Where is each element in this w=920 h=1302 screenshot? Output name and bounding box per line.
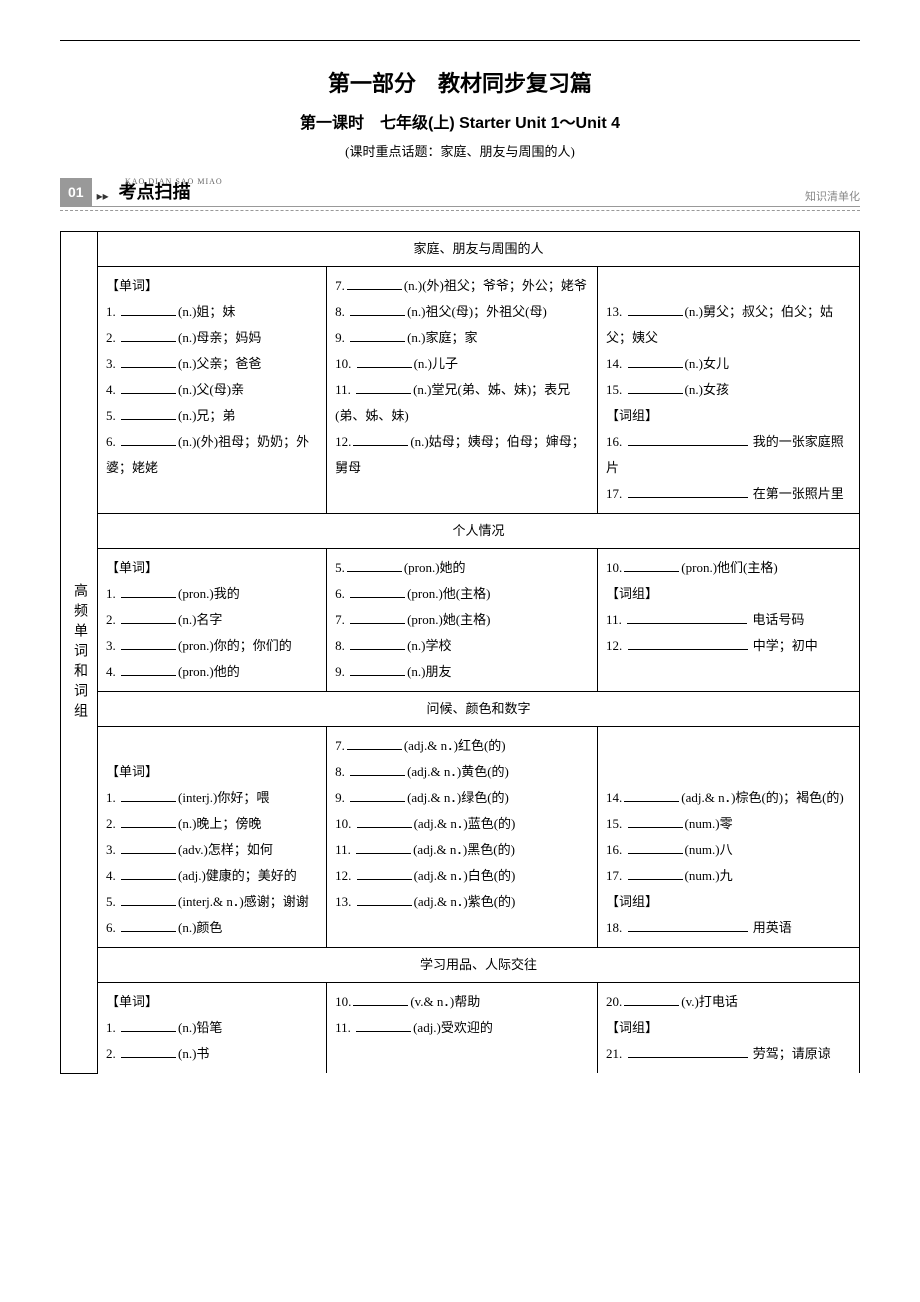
arrow-icon: ▸▸: [97, 187, 109, 206]
sub-note: (课时重点话题：家庭、朋友与周围的人): [60, 142, 860, 163]
vocab-table: 高频单词和词组 家庭、朋友与周围的人 【单词】 1. (n.)姐；妹 2. (n…: [60, 231, 860, 1074]
sub-title: 第一课时 七年级(上) Starter Unit 1～Unit 4: [60, 111, 860, 137]
topic2-header: 个人情况: [98, 514, 860, 549]
topic2-col3: 10.(pron.)他们(主格) 【词组】 11. 电话号码 12. 中学；初中: [598, 549, 860, 692]
main-title: 第一部分 教材同步复习篇: [60, 66, 860, 101]
topic2-col1: 【单词】 1. (pron.)我的 2. (n.)名字 3. (pron.)你的…: [98, 549, 327, 692]
topic3-col1: 【单词】 1. (interj.)你好；喂 2. (n.)晚上；傍晚 3. (a…: [98, 727, 327, 948]
section-pinyin: KAO DIAN SAO MIAO: [125, 176, 223, 189]
topic1-col1: 【单词】 1. (n.)姐；妹 2. (n.)母亲；妈妈 3. (n.)父亲；爸…: [98, 267, 327, 514]
section-dash: [60, 210, 860, 211]
topic4-header: 学习用品、人际交往: [98, 948, 860, 983]
topic2-col2: 5.(pron.)她的 6. (pron.)他(主格) 7. (pron.)她(…: [327, 549, 598, 692]
page-top-rule: [60, 40, 860, 41]
section-right-note: 知识清单化: [805, 189, 860, 207]
topic3-header: 问候、颜色和数字: [98, 692, 860, 727]
topic4-col2: 10.(v.& n．)帮助 11. (adj.)受欢迎的: [327, 983, 598, 1074]
topic4-col1: 【单词】 1. (n.)铅笔 2. (n.)书: [98, 983, 327, 1074]
topic1-header: 家庭、朋友与周围的人: [98, 232, 860, 267]
topic3-col3: 14.(adj.& n．)棕色(的)；褐色(的) 15. (num.)零 16.…: [598, 727, 860, 948]
section-header: 01 ▸▸ KAO DIAN SAO MIAO 考点扫描 知识清单化: [60, 178, 860, 208]
topic1-col3: 13. (n.)舅父；叔父；伯父；姑父；姨父 14. (n.)女儿 15. (n…: [598, 267, 860, 514]
topic4-col3: 20.(v.)打电话 【词组】 21. 劳驾；请原谅: [598, 983, 860, 1074]
topic1-col2: 7.(n.)(外)祖父；爷爷；外公；姥爷 8. (n.)祖父(母)；外祖父(母)…: [327, 267, 598, 514]
topic3-col2: 7.(adj.& n．)红色(的) 8. (adj.& n．)黄色(的) 9. …: [327, 727, 598, 948]
row-header-vocab: 高频单词和词组: [61, 232, 98, 1074]
section-number: 01: [60, 178, 92, 206]
